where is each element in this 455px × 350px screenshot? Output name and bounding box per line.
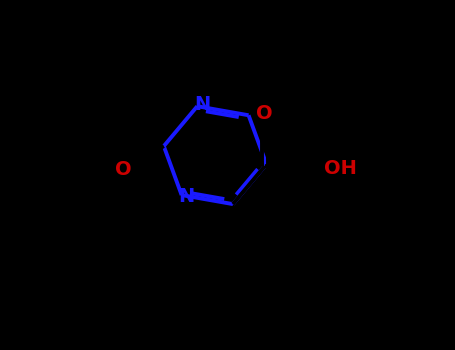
Text: N: N (178, 187, 195, 206)
Text: N: N (194, 95, 210, 114)
Text: O: O (257, 104, 273, 123)
Text: OH: OH (324, 159, 357, 178)
Text: O: O (115, 160, 131, 179)
